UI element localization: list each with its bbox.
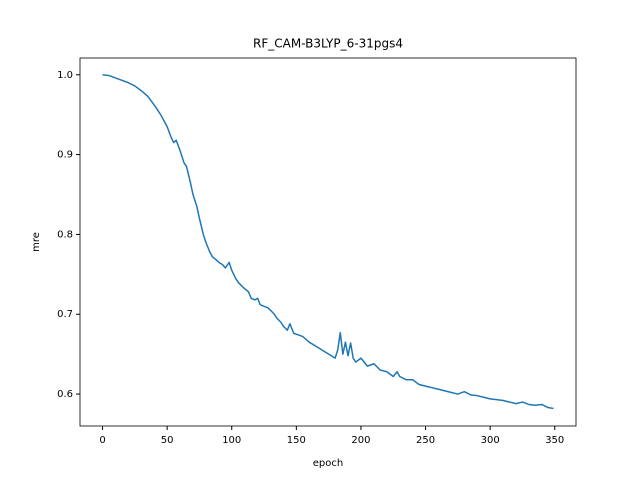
x-tick-label: 0	[99, 435, 105, 446]
x-tick-label: 350	[545, 435, 564, 446]
y-tick-label: 0.6	[57, 389, 73, 400]
y-axis-label: mre	[31, 232, 42, 252]
y-tick-label: 0.9	[57, 150, 73, 161]
x-tick-label: 50	[161, 435, 174, 446]
x-axis-label: epoch	[313, 458, 343, 469]
x-tick-label: 150	[287, 435, 306, 446]
plot-frame	[79, 57, 577, 427]
chart-title: RF_CAM-B3LYP_6-31pgs4	[253, 37, 403, 51]
x-tick-label: 300	[481, 435, 500, 446]
x-tick-label: 100	[222, 435, 241, 446]
y-tick-label: 0.8	[57, 229, 73, 240]
x-tick-label: 200	[351, 435, 370, 446]
x-tick-label: 250	[416, 435, 435, 446]
y-tick-label: 1.0	[57, 70, 73, 81]
data-line	[102, 74, 554, 410]
y-tick-label: 0.7	[57, 309, 73, 320]
